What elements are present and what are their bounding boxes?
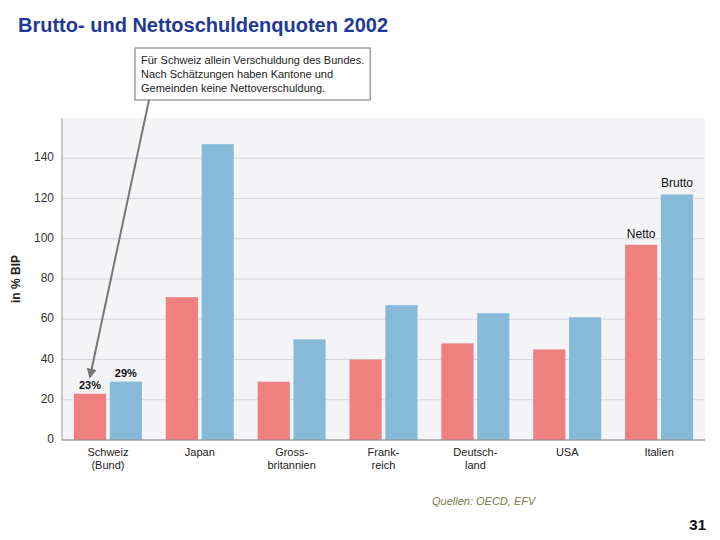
annotation-line: Gemeinden keine Nettoverschuldung. xyxy=(141,82,325,94)
x-tick-label: Japan xyxy=(185,446,215,458)
bar xyxy=(166,297,198,440)
y-tick-label: 60 xyxy=(41,311,55,325)
bar xyxy=(74,394,106,440)
annotation-line: Nach Schätzungen haben Kantone und xyxy=(141,68,333,80)
source-note: Quellen: OECD, EFV xyxy=(432,495,537,507)
legend-label: Netto xyxy=(627,227,656,241)
x-tick-label-line: USA xyxy=(556,446,579,458)
x-tick-label: Schweiz(Bund) xyxy=(87,446,128,471)
x-tick-label-line: Frank- xyxy=(368,446,400,458)
grid-line xyxy=(62,238,705,239)
x-tick-label-line: britannien xyxy=(267,459,315,471)
annotation-frame xyxy=(135,48,370,100)
grid-line xyxy=(62,158,705,159)
y-tick-label: 100 xyxy=(34,231,54,245)
bar xyxy=(110,382,142,440)
y-tick-label: 120 xyxy=(34,191,54,205)
chart-root: 0 20 40 60 80 100 120 140 Schweiz(Bund) Japan Gros… xyxy=(0,0,720,540)
grid-line xyxy=(62,319,705,320)
annotation-box: Für Schweiz allein Verschuldung des Bund… xyxy=(135,48,370,100)
legend-label: Brutto xyxy=(661,176,693,190)
page-number: 31 xyxy=(689,516,706,533)
grid-line xyxy=(62,399,705,400)
bar xyxy=(258,382,290,440)
bar xyxy=(385,305,417,440)
x-tick-label-line: Japan xyxy=(185,446,215,458)
y-tick-label: 20 xyxy=(41,392,55,406)
y-axis-line xyxy=(62,118,63,440)
y-tick-label: 40 xyxy=(41,352,55,366)
y-tick-label: 80 xyxy=(41,271,55,285)
data-label: 29% xyxy=(115,367,137,379)
annotation: Für Schweiz allein Verschuldung des Bund… xyxy=(141,54,364,94)
annotation-line: Für Schweiz allein Verschuldung des Bund… xyxy=(141,54,364,66)
x-tick-label: USA xyxy=(556,446,579,458)
x-tick-label: Gross-britannien xyxy=(267,446,315,471)
bars xyxy=(74,144,693,440)
x-axis-line xyxy=(62,440,705,441)
grid-line xyxy=(62,279,705,280)
bar xyxy=(533,349,565,440)
x-tick-label-line: (Bund) xyxy=(91,459,124,471)
bar xyxy=(661,194,693,440)
bar xyxy=(441,343,473,440)
bar xyxy=(350,360,382,441)
x-tick-label: Frank-reich xyxy=(368,446,400,471)
x-tick-label-line: reich xyxy=(372,459,396,471)
bar xyxy=(293,339,325,440)
bar xyxy=(625,245,657,440)
x-tick-label-line: Deutsch- xyxy=(453,446,497,458)
bar xyxy=(202,144,234,440)
bar xyxy=(569,317,601,440)
y-tick-label: 0 xyxy=(47,432,54,446)
x-tick-label-line: Schweiz xyxy=(87,446,128,458)
y-tick-label: 140 xyxy=(34,150,54,164)
grid-line xyxy=(62,359,705,360)
data-label: 23% xyxy=(79,379,101,391)
y-axis-label: in % BIP xyxy=(9,255,23,303)
grid-line xyxy=(62,198,705,199)
x-tick-label: Deutsch-land xyxy=(453,446,497,471)
x-tick-label-line: Italien xyxy=(644,446,673,458)
title: Brutto- und Nettoschuldenquoten 2002 xyxy=(18,14,388,36)
x-tick-label: Italien xyxy=(644,446,673,458)
grid-line xyxy=(62,440,705,441)
annotation-arrow xyxy=(90,100,149,377)
bar xyxy=(477,313,509,440)
plot-background xyxy=(62,118,705,440)
x-tick-label-line: Gross- xyxy=(275,446,308,458)
x-tick-label-line: land xyxy=(465,459,486,471)
